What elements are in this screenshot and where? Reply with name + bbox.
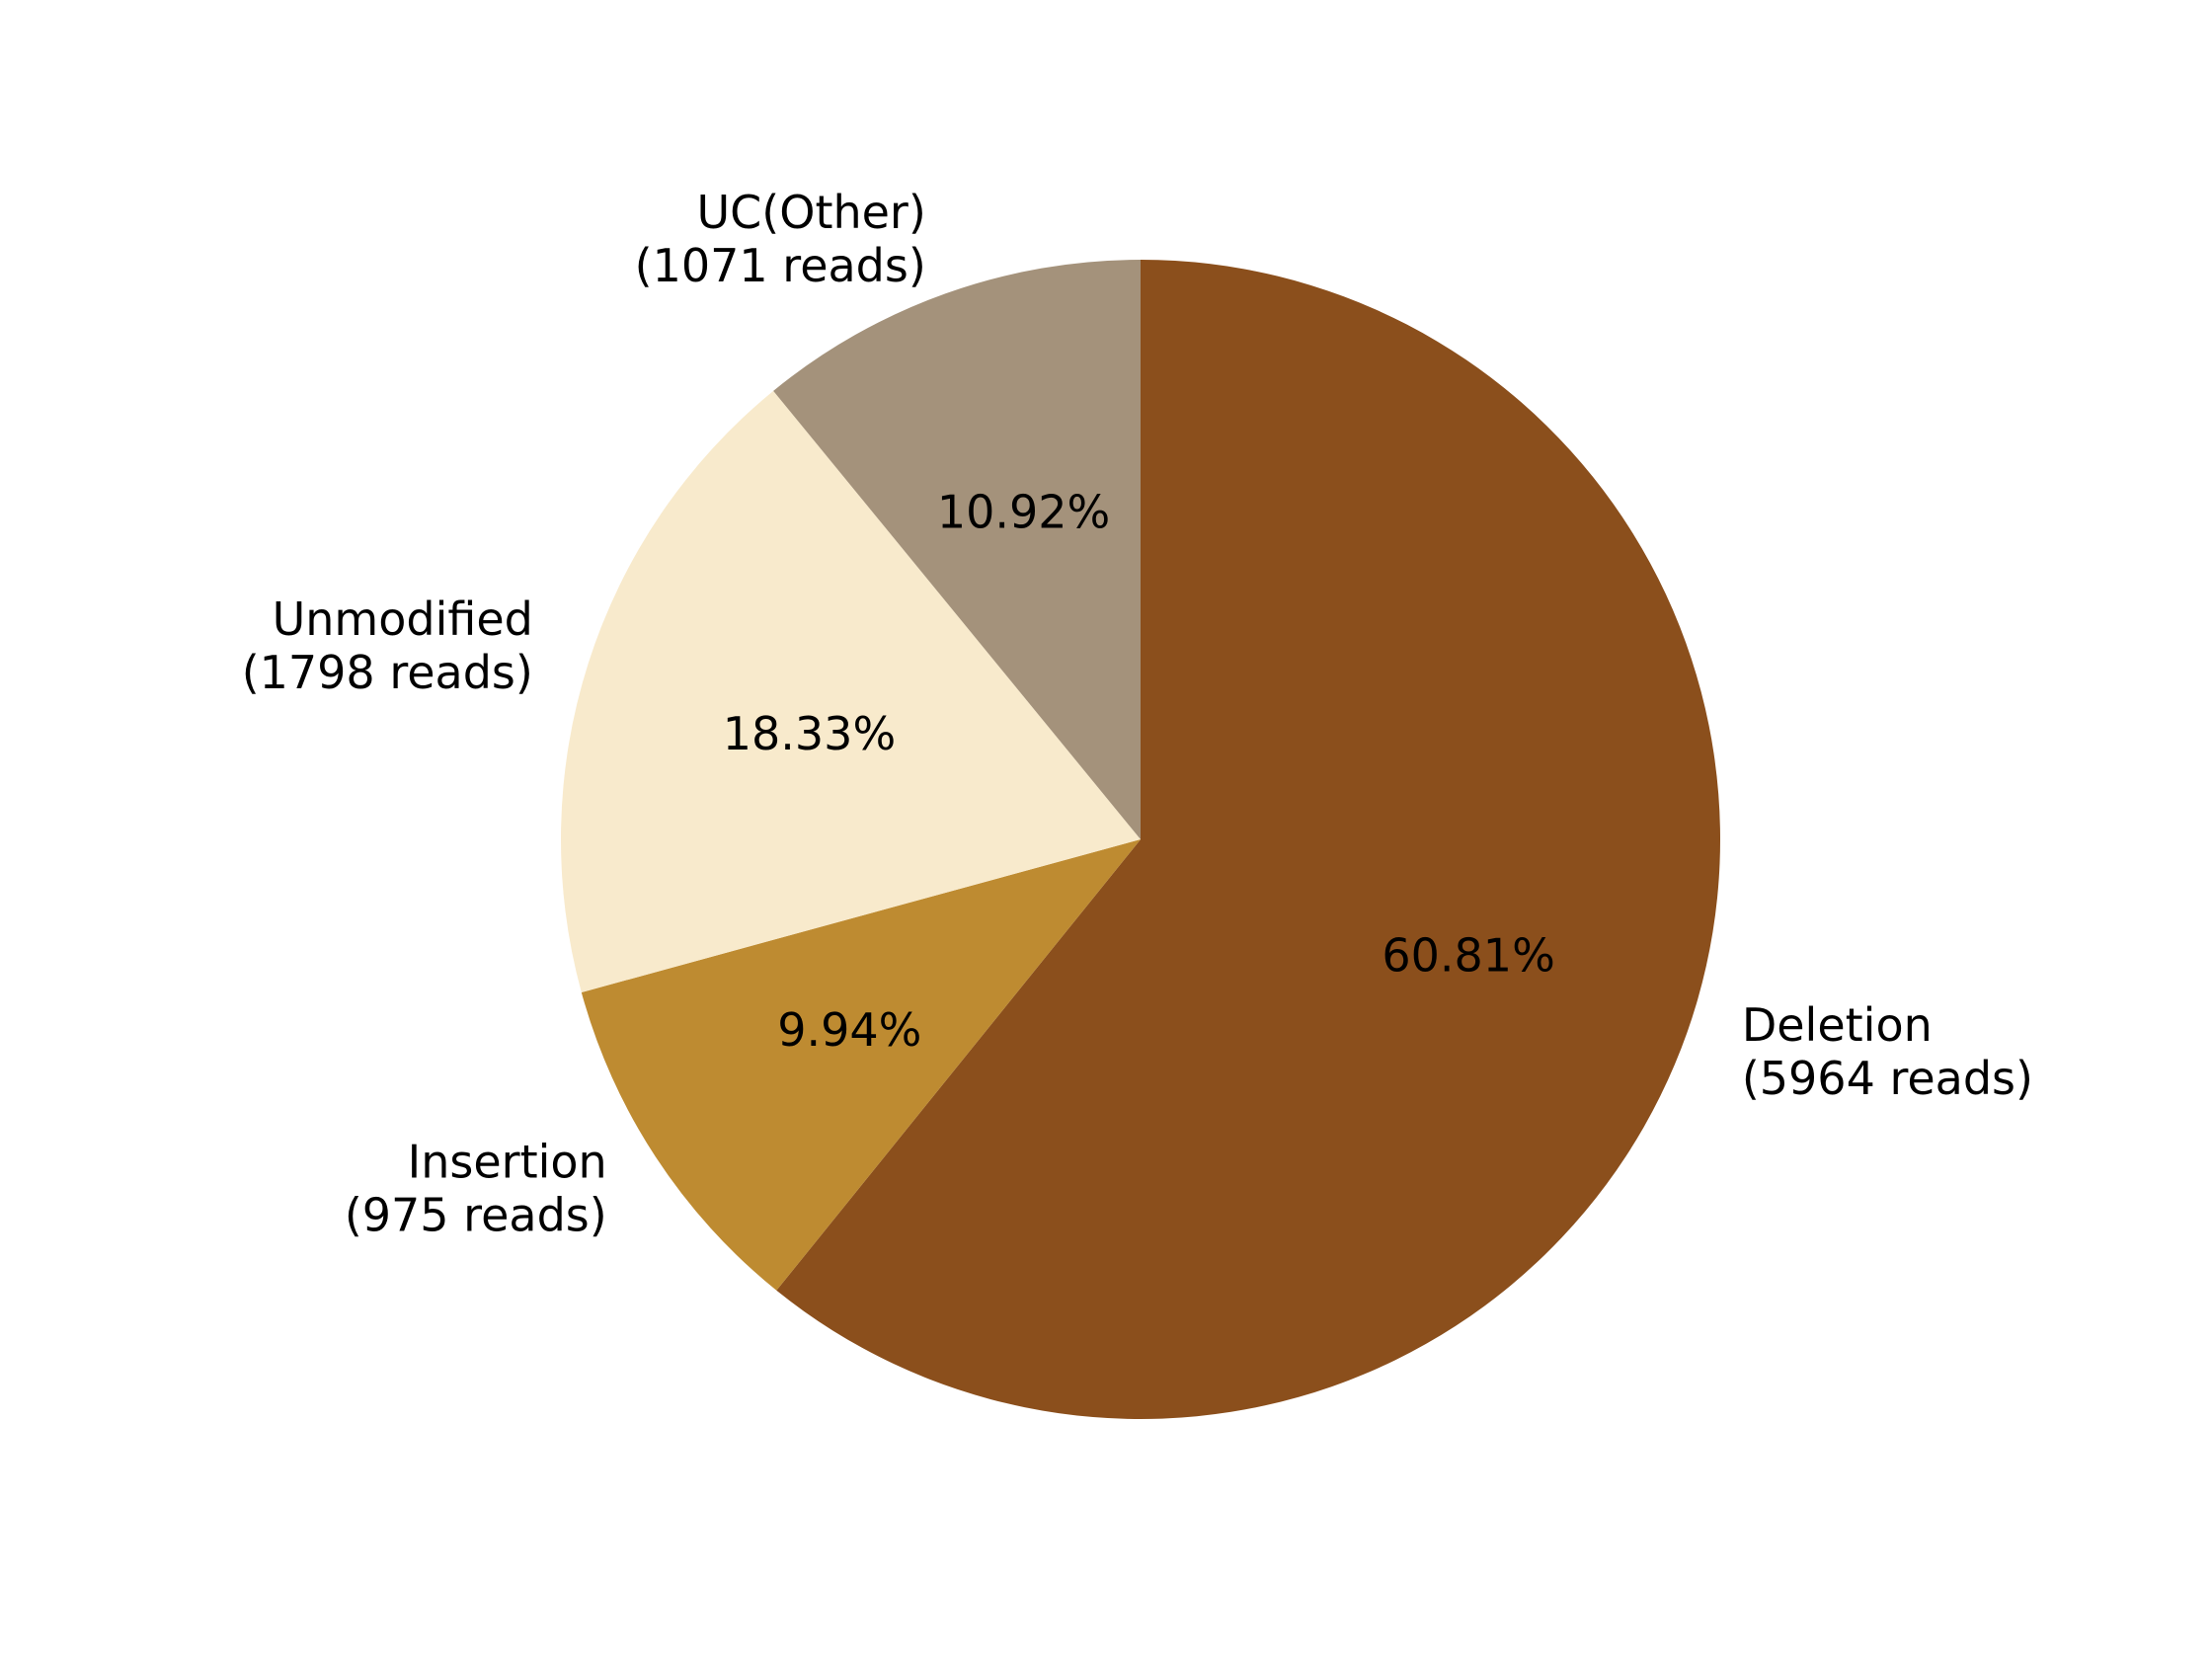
pie-slice-uc-other — [773, 260, 1141, 839]
slice-label: UC(Other) (1071 reads) — [635, 186, 926, 292]
slice-label-reads: (975 reads) — [345, 1189, 607, 1242]
percent-label: 18.33% — [723, 707, 896, 760]
pie-labels: 60.81% Deletion (5964 reads) 9.94% Insertion… — [242, 186, 2033, 1242]
pie-slice-deletion — [776, 260, 1720, 1419]
percent-label: 60.81% — [1382, 928, 1554, 982]
slice-label: Unmodified (1798 reads) — [242, 592, 533, 699]
percent-label: 9.94% — [777, 1003, 921, 1057]
pie-slice-unmodified — [561, 390, 1141, 992]
slice-label-name: Unmodified — [273, 592, 533, 646]
slice-label-name: UC(Other) — [697, 186, 926, 239]
slice-label-name: Insertion — [408, 1136, 607, 1189]
pie-slices — [561, 260, 1720, 1419]
pie-slice-insertion — [581, 839, 1141, 1291]
slice-label: Insertion (975 reads) — [345, 1136, 607, 1242]
slice-label: Deletion (5964 reads) — [1742, 998, 2033, 1105]
slice-label-reads: (1798 reads) — [242, 646, 533, 699]
percent-label: 10.92% — [937, 485, 1110, 538]
slice-label-name: Deletion — [1742, 998, 1933, 1052]
slice-label-reads: (5964 reads) — [1742, 1052, 2033, 1105]
slice-label-reads: (1071 reads) — [635, 239, 926, 292]
